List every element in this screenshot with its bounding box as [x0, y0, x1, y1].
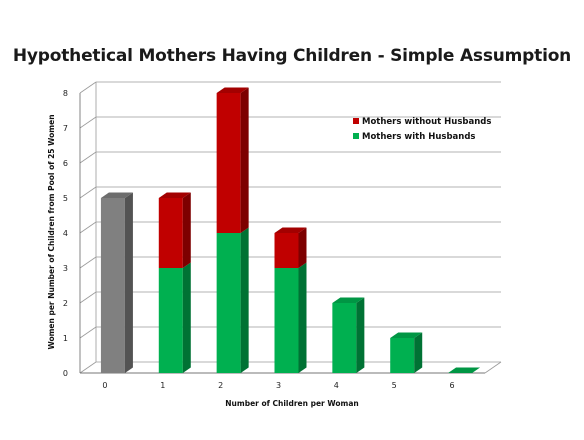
gridline-side: [79, 151, 97, 164]
bars: [100, 87, 481, 373]
bar-top: [448, 367, 481, 373]
legend: Mothers without Husbands Mothers with Hus…: [353, 117, 491, 142]
bar-top: [332, 297, 365, 303]
y-tick-label: 6: [63, 159, 68, 168]
x-tick-label: 2: [218, 381, 223, 390]
y-tick-label: 7: [63, 124, 68, 133]
bar-top: [100, 192, 133, 198]
bar-segment: [390, 338, 415, 373]
gridline-side: [79, 186, 97, 199]
bar-side: [298, 262, 307, 373]
bar-side: [356, 297, 365, 373]
legend-swatch: [353, 118, 359, 124]
bar-top: [274, 227, 307, 233]
gridline-side: [79, 81, 97, 94]
y-tick-label: 4: [63, 229, 68, 238]
legend-label: Mothers without Husbands: [362, 117, 491, 127]
gridline-side: [79, 326, 97, 339]
y-tick-label: 5: [63, 194, 68, 203]
y-tick-label: 3: [63, 264, 68, 273]
x-tick-label: 3: [276, 381, 281, 390]
legend-label: Mothers with Husbands: [362, 132, 475, 142]
bar-side: [298, 227, 307, 268]
bar-top: [390, 332, 423, 338]
x-tick-label: 4: [334, 381, 339, 390]
gridline-side: [79, 221, 97, 234]
bar-segment: [216, 233, 241, 373]
x-tick-label: 6: [450, 381, 455, 390]
gridline-side: [79, 291, 97, 304]
bar-side: [414, 332, 423, 373]
x-tick-label: 5: [392, 381, 397, 390]
bar-side: [182, 262, 191, 373]
y-tick-label: 1: [63, 334, 68, 343]
x-tick-label: 0: [102, 381, 107, 390]
bar-segment: [158, 198, 183, 268]
x-tick-label: 1: [160, 381, 165, 390]
bar-segment: [274, 233, 299, 268]
axes: [79, 82, 502, 374]
floor-edge: [484, 361, 502, 374]
bar-segment: [332, 303, 357, 373]
bar-side: [124, 192, 133, 373]
bar-segment: [216, 93, 241, 233]
bar-top: [216, 87, 249, 93]
bar-segment: [158, 268, 183, 373]
gridline-side: [79, 116, 97, 129]
gridline-side: [79, 361, 97, 374]
legend-swatch: [353, 133, 359, 139]
chart-title: Hypothetical Mothers Having Children - S…: [12, 46, 572, 66]
bar-side: [182, 192, 191, 268]
bar-side: [240, 87, 249, 233]
bar-segment: [100, 198, 125, 373]
bar-top: [158, 192, 191, 198]
y-axis-label: Women per Number of Children from Pool o…: [47, 114, 56, 349]
bar-side: [240, 227, 249, 373]
y-tick-label: 2: [63, 299, 68, 308]
y-tick-label: 0: [63, 369, 68, 378]
bar-segment: [274, 268, 299, 373]
x-axis-label: Number of Children per Woman: [225, 399, 358, 408]
y-tick-label: 8: [63, 89, 68, 98]
gridline-side: [79, 256, 97, 269]
tick-labels: 0 1 2 3 4 5 6 7 8 0 1 2 3 4 5 6: [63, 89, 455, 390]
